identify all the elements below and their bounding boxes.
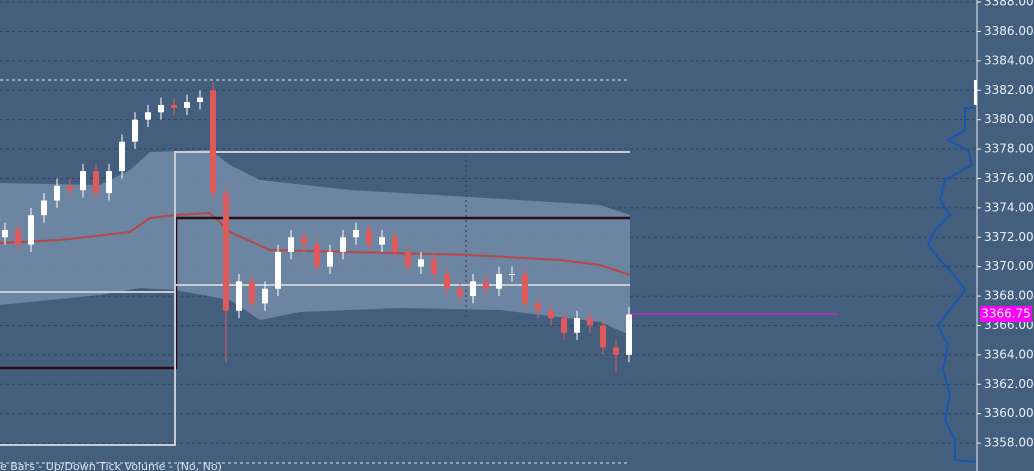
candle-body xyxy=(67,185,73,191)
y-tick-label: 3382.00 xyxy=(984,83,1034,97)
candle-body xyxy=(145,112,151,120)
level-line xyxy=(0,151,630,446)
candle-body xyxy=(418,259,424,267)
y-tick-label: 3358.00 xyxy=(984,436,1034,450)
candle-body xyxy=(80,171,86,191)
last-price-box xyxy=(980,306,1032,322)
candle-body xyxy=(249,281,255,304)
y-tick-label: 3364.00 xyxy=(984,347,1034,361)
candle-body xyxy=(197,97,203,103)
y-tick-label: 3380.00 xyxy=(984,112,1034,126)
candle-body xyxy=(288,237,294,252)
footer-text: e Bars - Up/Down Tick Volume - (No, No) xyxy=(0,460,222,471)
y-tick-label: 3378.00 xyxy=(984,142,1034,156)
y-tick-label: 3372.00 xyxy=(984,230,1034,244)
candle-body xyxy=(262,288,268,304)
candle-body xyxy=(444,274,450,289)
y-tick-label: 3370.00 xyxy=(984,259,1034,273)
candle-body xyxy=(548,310,554,319)
candle-body xyxy=(457,288,463,297)
y-tick-label: 3368.00 xyxy=(984,289,1034,303)
candle-body xyxy=(353,229,359,238)
candle-body xyxy=(301,237,307,245)
candle-body xyxy=(379,237,385,245)
price-axis: 3358.003360.003362.003364.003366.003368.… xyxy=(977,0,1034,450)
candle-body xyxy=(210,90,216,194)
current-bar xyxy=(974,80,977,105)
candle-body xyxy=(392,237,398,252)
y-tick-label: 3360.00 xyxy=(984,406,1034,420)
last-price-label: 3366.75 xyxy=(981,307,1031,321)
candle-body xyxy=(119,141,125,172)
candle-body xyxy=(626,314,632,355)
candle-body xyxy=(314,244,320,267)
candle-body xyxy=(158,104,164,113)
candle-body xyxy=(54,185,60,201)
candle-body xyxy=(509,274,515,276)
candle-body xyxy=(171,104,177,108)
candle-body xyxy=(561,318,567,333)
candle-body xyxy=(184,102,190,108)
candle-body xyxy=(496,274,502,289)
candle-body xyxy=(106,171,112,194)
candle-body xyxy=(132,119,138,142)
candle-body xyxy=(327,251,333,267)
candle-body xyxy=(223,193,229,311)
candle-body xyxy=(236,281,242,311)
candle-body xyxy=(275,251,281,289)
candle-body xyxy=(28,215,34,245)
y-tick-label: 3374.00 xyxy=(984,200,1034,214)
y-tick-label: 3386.00 xyxy=(984,24,1034,38)
candle-body xyxy=(405,251,411,267)
candle-body xyxy=(600,325,606,348)
y-tick-label: 3388.00 xyxy=(984,0,1034,9)
candle-body xyxy=(366,229,372,245)
y-tick-label: 3384.00 xyxy=(984,53,1034,67)
candle-body xyxy=(574,318,580,333)
candle-body xyxy=(535,303,541,311)
candle-body xyxy=(587,318,593,326)
candle-body xyxy=(340,237,346,252)
level-line xyxy=(0,284,630,293)
candle-body xyxy=(431,259,437,275)
candle-body xyxy=(470,281,476,297)
volume-profile xyxy=(926,107,976,463)
candle-body xyxy=(15,229,21,245)
axis-panel xyxy=(977,0,1034,471)
candle-body xyxy=(41,200,47,216)
candles xyxy=(2,82,632,373)
vwap-line xyxy=(0,211,631,276)
candle-body xyxy=(93,171,99,194)
candle-body xyxy=(522,274,528,304)
y-tick-label: 3376.00 xyxy=(984,171,1034,185)
candle-body xyxy=(483,281,489,289)
candle-body xyxy=(613,347,619,355)
y-tick-label: 3362.00 xyxy=(984,377,1034,391)
candle-body xyxy=(2,229,8,238)
